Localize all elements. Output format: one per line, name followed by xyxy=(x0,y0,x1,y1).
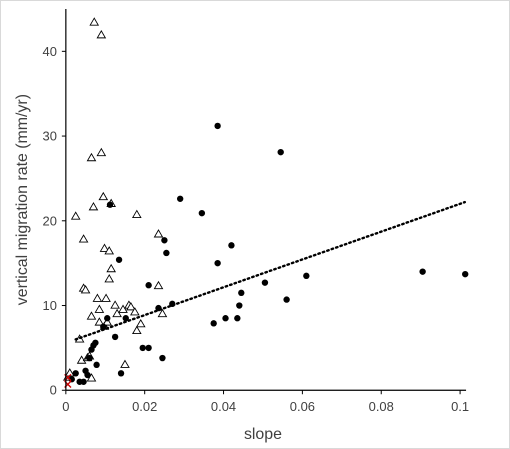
data-point-dot xyxy=(100,323,107,330)
data-point-dot xyxy=(115,256,123,263)
x-tick-label: 0.04 xyxy=(211,399,236,414)
data-point-triangle xyxy=(96,30,107,39)
plot-marks xyxy=(62,17,469,389)
data-point-dot xyxy=(84,371,91,379)
data-point-triangle xyxy=(120,359,130,368)
data-point-triangle xyxy=(157,308,168,318)
data-point-dot xyxy=(210,320,217,327)
x-tick-label: 0.1 xyxy=(451,399,469,414)
data-point-triangle xyxy=(104,274,115,283)
data-point-dot xyxy=(277,148,284,156)
data-point-dot xyxy=(234,315,241,322)
data-point-triangle xyxy=(112,308,122,318)
data-point-dot xyxy=(159,354,166,362)
data-point-dot xyxy=(214,259,221,267)
data-point-triangle xyxy=(153,280,164,290)
data-point-triangle xyxy=(80,285,91,294)
data-point-triangle xyxy=(98,191,109,201)
data-point-dot xyxy=(163,249,170,257)
data-point-triangle xyxy=(153,229,164,238)
data-point-dot xyxy=(462,270,469,278)
x-tick-label: 0 xyxy=(62,399,69,414)
data-point-dot xyxy=(122,315,129,322)
y-axis-title: vertical migration rate (mm/yr) xyxy=(14,94,31,305)
data-point-dot xyxy=(117,370,125,377)
data-point-dot xyxy=(238,289,245,297)
data-point-dot xyxy=(106,201,114,208)
data-point-triangle xyxy=(94,304,105,313)
data-point-triangle xyxy=(102,317,113,326)
data-point-triangle xyxy=(86,311,97,320)
data-point-triangle xyxy=(126,302,136,311)
data-point-dot xyxy=(104,315,111,322)
data-point-triangle xyxy=(88,202,99,211)
x-tick-label: 0.08 xyxy=(369,399,394,414)
data-point-dot xyxy=(93,361,100,369)
y-tick-label: 20 xyxy=(42,213,56,228)
data-point-dot xyxy=(92,339,99,346)
data-point-dot xyxy=(303,272,310,280)
data-point-triangle xyxy=(92,293,103,302)
y-tick-label: 30 xyxy=(42,129,56,144)
data-point-triangle xyxy=(86,373,97,382)
data-point-triangle xyxy=(96,147,107,157)
data-point-dot xyxy=(228,242,235,249)
data-point-triangle xyxy=(131,209,142,218)
y-tick-label: 10 xyxy=(42,298,56,313)
x-tick-label: 0.02 xyxy=(132,399,157,414)
data-point-dot xyxy=(261,279,269,286)
data-point-triangle xyxy=(135,318,146,328)
data-point-dot xyxy=(111,333,119,341)
data-point-dot xyxy=(139,344,146,352)
data-point-triangle xyxy=(94,317,105,326)
x-axis-title: slope xyxy=(244,426,282,443)
data-point-dot xyxy=(214,122,221,130)
data-point-dot xyxy=(72,370,79,377)
data-point-dot xyxy=(176,195,184,202)
data-point-dot xyxy=(236,302,243,309)
data-point-triangle xyxy=(131,325,142,335)
y-tick-label: 40 xyxy=(42,44,56,59)
data-point-triangle xyxy=(104,246,115,255)
y-axis-ticks: 0 10 20 30 40 xyxy=(42,44,66,398)
data-point-dot xyxy=(80,378,87,385)
data-point-dot xyxy=(283,296,290,303)
trend-line xyxy=(74,200,467,341)
data-point-triangle xyxy=(99,243,110,252)
data-point-dot xyxy=(86,354,93,362)
data-point-dot xyxy=(419,268,426,275)
data-point-triangle xyxy=(101,293,111,302)
data-point-triangle xyxy=(118,304,128,313)
y-tick-label: 0 xyxy=(50,383,57,398)
data-point-dot xyxy=(222,315,229,322)
x-tick-label: 0.06 xyxy=(290,399,315,414)
x-axis-ticks: 0 0.02 0.04 0.06 0.08 0.1 xyxy=(62,390,469,414)
data-point-dot xyxy=(198,209,206,217)
data-point-dot xyxy=(161,237,168,244)
data-point-triangle xyxy=(130,307,140,316)
data-point-triangle xyxy=(110,300,120,309)
data-point-triangle xyxy=(106,263,117,273)
data-point-dot xyxy=(145,344,152,352)
data-point-dot xyxy=(145,282,152,289)
data-point-triangle xyxy=(70,211,81,220)
data-point-triangle xyxy=(86,152,97,162)
data-point-triangle xyxy=(78,234,89,243)
data-point-triangle xyxy=(89,17,100,26)
